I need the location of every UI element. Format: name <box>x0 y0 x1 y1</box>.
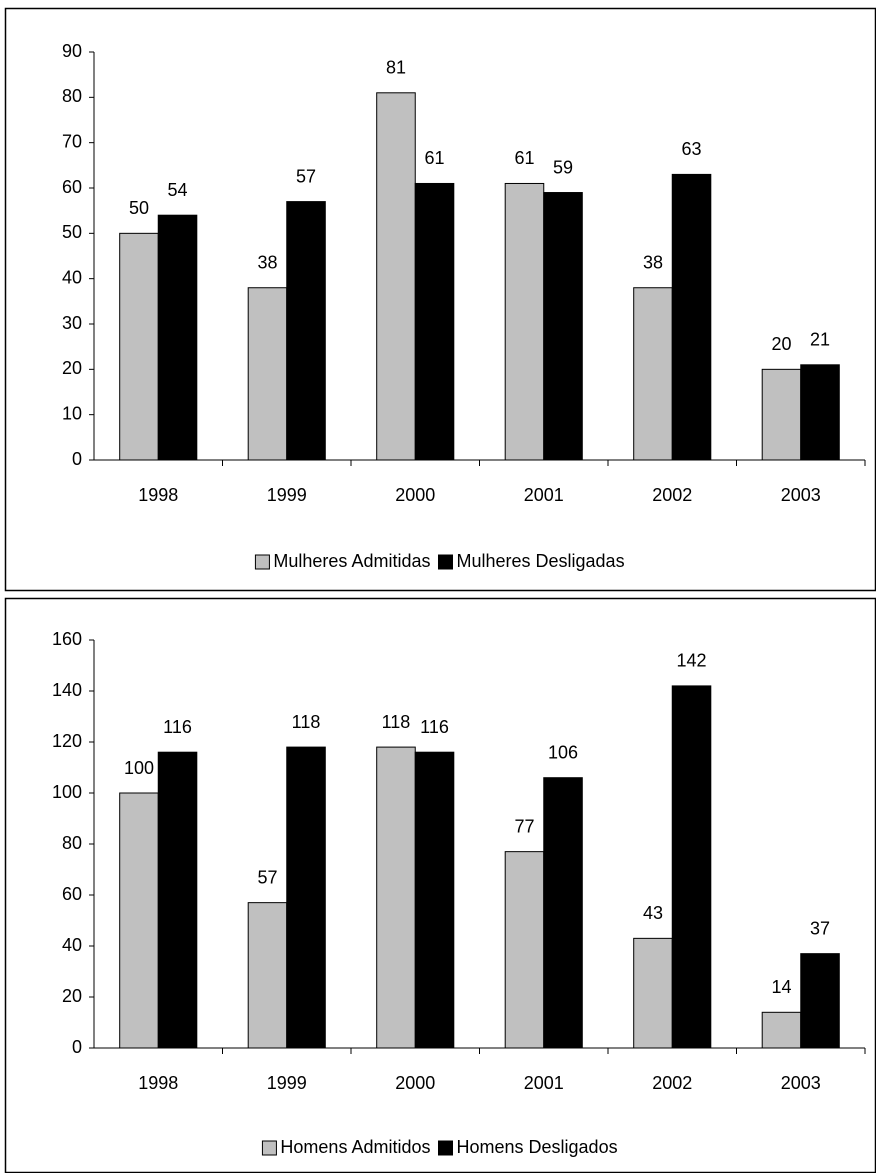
legend-label: Homens Admitidos <box>280 1137 430 1157</box>
data-label: 61 <box>425 148 445 168</box>
bar <box>376 746 416 1049</box>
y-tick-label: 100 <box>52 782 82 802</box>
data-label: 14 <box>771 977 791 997</box>
x-tick-label: 2002 <box>652 485 692 505</box>
legend-label: Mulheres Admitidas <box>273 551 430 571</box>
data-label: 106 <box>548 742 578 762</box>
data-label: 118 <box>382 712 411 732</box>
data-label: 116 <box>163 717 192 737</box>
bar <box>761 368 802 461</box>
y-tick-label: 20 <box>62 358 82 378</box>
x-tick-label: 1998 <box>138 485 178 505</box>
y-tick-label: 60 <box>62 884 82 904</box>
y-tick-label: 80 <box>62 86 82 106</box>
data-label: 57 <box>296 166 316 186</box>
bar <box>543 777 583 1049</box>
y-tick-label: 20 <box>62 986 82 1006</box>
legend-swatch <box>254 554 270 570</box>
x-tick-label: 2000 <box>395 1073 435 1093</box>
data-label: 54 <box>168 180 188 200</box>
data-label: 61 <box>514 148 534 168</box>
x-tick-label: 1998 <box>138 1073 178 1093</box>
data-label: 81 <box>386 58 406 78</box>
data-label: 59 <box>553 157 573 177</box>
bar <box>504 182 545 461</box>
bar <box>671 685 712 1049</box>
bar <box>286 746 326 1049</box>
data-label: 38 <box>643 252 663 272</box>
bar <box>800 953 840 1049</box>
x-tick-label: 1999 <box>267 1073 307 1093</box>
y-tick-label: 160 <box>52 629 82 649</box>
data-label: 37 <box>810 918 830 938</box>
bar <box>119 792 159 1049</box>
data-label: 43 <box>643 903 663 923</box>
y-tick-label: 40 <box>62 935 82 955</box>
y-tick-label: 0 <box>72 1037 82 1057</box>
bar <box>671 173 712 461</box>
bar <box>761 1011 802 1049</box>
y-tick-label: 120 <box>52 731 82 751</box>
x-tick-label: 2000 <box>395 485 435 505</box>
legend-swatch <box>438 1140 453 1156</box>
y-tick-label: 60 <box>62 177 82 197</box>
bar <box>247 902 288 1049</box>
data-label: 50 <box>129 198 149 218</box>
bar <box>376 92 416 461</box>
data-label: 116 <box>420 717 449 737</box>
bar <box>247 287 288 461</box>
data-label: 142 <box>677 651 707 671</box>
data-label: 38 <box>257 252 277 272</box>
y-tick-label: 90 <box>62 41 82 61</box>
bar <box>286 201 326 461</box>
bar <box>414 182 455 461</box>
legend-swatch <box>261 1140 277 1156</box>
y-tick-label: 10 <box>62 403 82 423</box>
bar <box>157 751 198 1049</box>
bar <box>119 232 159 461</box>
x-tick-label: 2003 <box>781 1073 821 1093</box>
x-tick-label: 2003 <box>781 485 821 505</box>
bar <box>633 287 673 461</box>
bar <box>414 751 455 1049</box>
bar <box>543 192 583 461</box>
data-label: 21 <box>810 330 830 350</box>
data-label: 100 <box>124 758 154 778</box>
x-tick-label: 1999 <box>267 485 307 505</box>
legend-label: Mulheres Desligadas <box>456 551 624 571</box>
data-label: 57 <box>257 867 277 887</box>
y-tick-label: 0 <box>72 449 82 469</box>
bar <box>633 937 673 1049</box>
bar <box>504 851 545 1049</box>
y-tick-label: 140 <box>52 680 82 700</box>
y-tick-label: 50 <box>62 222 82 242</box>
y-tick-label: 30 <box>62 313 82 333</box>
y-tick-label: 40 <box>62 267 82 287</box>
bar <box>157 214 198 461</box>
data-label: 20 <box>771 334 791 354</box>
data-label: 77 <box>514 816 534 836</box>
legend-label: Homens Desligados <box>457 1137 618 1157</box>
x-tick-label: 2002 <box>652 1073 692 1093</box>
bar <box>800 364 840 461</box>
data-label: 118 <box>292 712 321 732</box>
y-tick-label: 70 <box>62 131 82 151</box>
x-tick-label: 2001 <box>524 485 564 505</box>
data-label: 63 <box>682 139 702 159</box>
x-tick-label: 2001 <box>524 1073 564 1093</box>
legend-swatch <box>437 554 453 570</box>
y-tick-label: 80 <box>62 833 82 853</box>
